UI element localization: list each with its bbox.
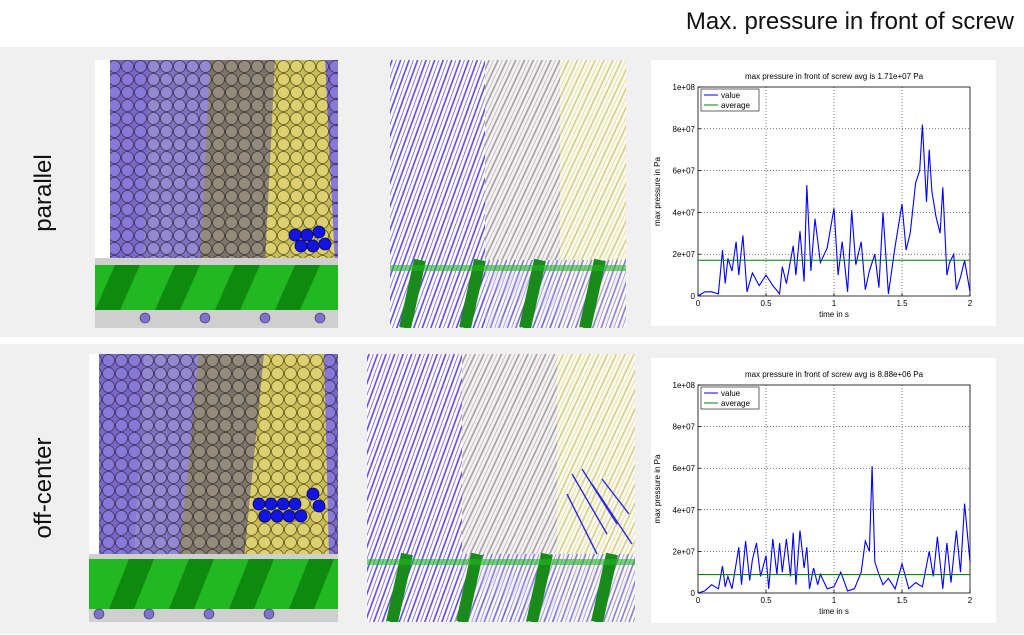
y-tick-label: 1e+08 <box>673 83 696 92</box>
x-axis-label: time in s <box>819 607 849 616</box>
chart-svg-1: max pressure in front of screw avg is 8.… <box>653 370 973 616</box>
x-tick-label: 2 <box>968 299 973 308</box>
pressure-chart-parallel: max pressure in front of screw avg is 1.… <box>651 60 996 326</box>
x-tick-label: 1.5 <box>896 596 908 605</box>
x-tick-label: 0 <box>696 299 701 308</box>
y-tick-label: 2e+07 <box>673 547 696 556</box>
particles-image-off-center <box>89 354 338 622</box>
x-tick-label: 2 <box>968 596 973 605</box>
streamline-render <box>367 354 635 622</box>
series-line-value <box>697 466 971 594</box>
legend-label-average: average <box>721 399 750 408</box>
legend-label-value: value <box>721 389 741 398</box>
y-tick-label: 2e+07 <box>673 250 696 259</box>
particles-image-parallel <box>95 60 338 328</box>
pressure-chart-off-center: max pressure in front of screw avg is 8.… <box>651 358 996 623</box>
page-title: Max. pressure in front of screw <box>685 8 1014 35</box>
y-tick-label: 6e+07 <box>673 167 696 176</box>
chart-title: max pressure in front of screw avg is 8.… <box>745 370 924 379</box>
x-tick-label: 0 <box>696 596 701 605</box>
chart-title: max pressure in front of screw avg is 1.… <box>745 72 924 81</box>
y-tick-label: 6e+07 <box>673 464 696 473</box>
y-axis-label: max pressure in Pa <box>653 156 662 225</box>
row-label-parallel: parallel <box>30 154 57 232</box>
legend-label-average: average <box>721 101 750 110</box>
y-tick-label: 4e+07 <box>673 506 696 515</box>
x-tick-label: 1 <box>832 299 837 308</box>
y-tick-label: 1e+08 <box>673 381 696 390</box>
particle-render <box>89 354 338 622</box>
y-axis-label: max pressure in Pa <box>653 454 662 523</box>
x-tick-label: 0.5 <box>760 596 772 605</box>
y-tick-label: 0 <box>691 292 696 301</box>
legend-label-value: value <box>721 91 741 100</box>
y-tick-label: 8e+07 <box>673 423 696 432</box>
x-axis-label: time in s <box>819 310 849 319</box>
y-tick-label: 0 <box>691 589 696 598</box>
x-tick-label: 1.5 <box>896 299 908 308</box>
particle-render <box>95 60 338 328</box>
y-tick-label: 4e+07 <box>673 208 696 217</box>
streamline-render <box>390 60 626 328</box>
y-tick-label: 8e+07 <box>673 125 696 134</box>
x-tick-label: 0.5 <box>760 299 772 308</box>
x-tick-label: 1 <box>832 596 837 605</box>
plot-area <box>697 384 971 594</box>
streamlines-image-off-center <box>367 354 635 622</box>
streamlines-image-parallel <box>390 60 626 328</box>
series-line-value <box>697 124 971 297</box>
row-label-off-center: off-center <box>30 437 57 539</box>
chart-svg-0: max pressure in front of screw avg is 1.… <box>653 72 973 319</box>
